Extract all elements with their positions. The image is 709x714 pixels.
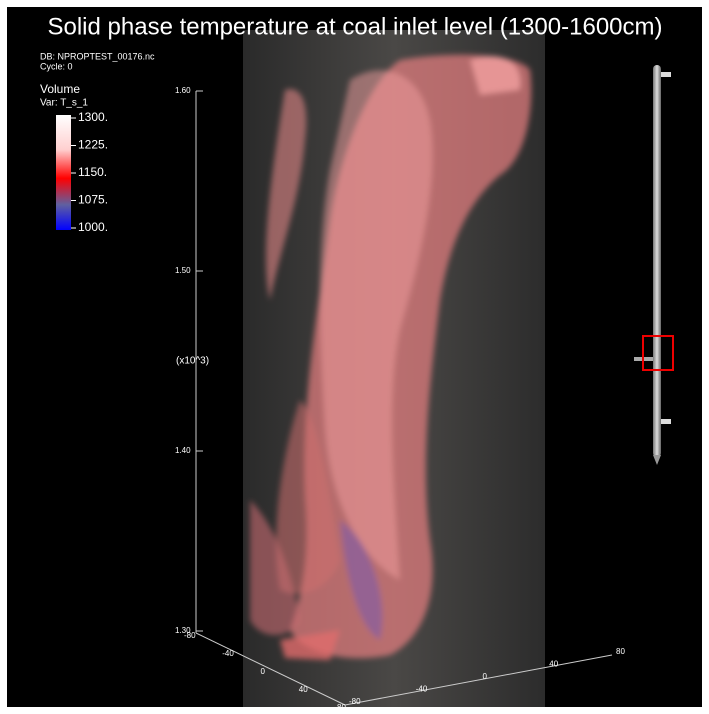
database: DB: NPROPTEST_00176.nc xyxy=(40,51,155,61)
z-scale: (x10^3) xyxy=(176,356,209,367)
y-tick-label: 80 xyxy=(337,703,346,712)
z-tick-label: 1.50 xyxy=(175,266,191,275)
z-tick-label: 1.60 xyxy=(175,86,191,95)
x-tick-label: 40 xyxy=(549,660,558,669)
z-tick-label: 1.40 xyxy=(175,446,191,455)
plot-name: Volume xyxy=(40,82,80,96)
legend-labels: 1300. 1225. 1150. 1075. 1000. xyxy=(71,110,108,234)
y-tick-label: 40 xyxy=(299,685,308,694)
legend-label: 1300. xyxy=(78,110,108,124)
x-tick-label: 80 xyxy=(616,647,625,656)
x-axis xyxy=(344,654,613,706)
variable: Var: T_s_1 xyxy=(40,98,88,109)
volume-render xyxy=(250,54,532,660)
legend-label: 1000. xyxy=(78,220,108,234)
y-tick-label: 0 xyxy=(261,667,266,676)
legend-label: 1075. xyxy=(78,193,108,207)
x-tick-label: -40 xyxy=(416,685,428,694)
x-tick-label: -80 xyxy=(349,697,361,706)
x-tick-label: 0 xyxy=(483,672,488,681)
y-axis xyxy=(195,632,346,706)
position-indicator xyxy=(634,65,674,465)
legend-label: 1225. xyxy=(78,138,108,152)
z-tick-label: 1.30 xyxy=(175,626,191,635)
legend-label: 1150. xyxy=(78,165,107,179)
y-tick-label: -40 xyxy=(222,649,234,658)
cycle: Cycle: 0 xyxy=(40,61,73,71)
color-bar xyxy=(56,115,71,230)
y-tick-label: -80 xyxy=(184,631,196,640)
title: Solid phase temperature at coal inlet le… xyxy=(47,13,662,40)
